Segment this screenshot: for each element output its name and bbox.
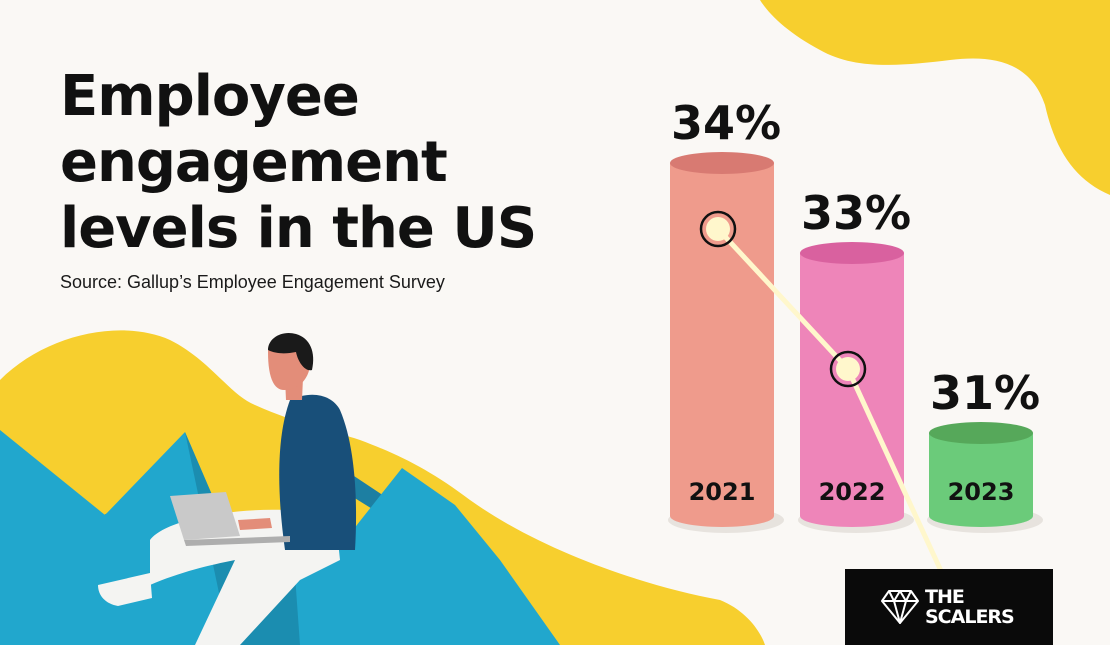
laptop — [170, 492, 240, 540]
person-illustration — [98, 332, 357, 645]
person-hair — [268, 332, 314, 371]
page-title: Employee engagement levels in the US — [60, 64, 537, 261]
trend-point-ring — [699, 210, 737, 248]
person-hand — [238, 518, 272, 530]
gem-icon — [881, 590, 919, 624]
bar-top — [929, 422, 1033, 444]
category-label: 2022 — [819, 478, 886, 506]
brand-name: THE SCALERS — [925, 586, 1015, 628]
laptop-base — [184, 536, 290, 546]
brand-logo: THE SCALERS — [845, 569, 1053, 645]
trend-point-ring — [829, 350, 867, 388]
bar-body — [929, 433, 1033, 527]
bar-top — [670, 152, 774, 174]
source-caption: Source: Gallup’s Employee Engagement Sur… — [60, 272, 445, 292]
value-label: 33% — [801, 186, 911, 240]
category-label: 2023 — [948, 478, 1015, 506]
category-label: 2021 — [689, 478, 756, 506]
value-label: 34% — [671, 96, 781, 150]
person-torso — [279, 394, 357, 550]
trend-point — [706, 217, 730, 241]
bar-body — [670, 163, 774, 527]
value-label: 31% — [930, 366, 1040, 420]
bar-2021: 2021 34% — [668, 96, 784, 533]
trend-point — [836, 357, 860, 381]
bar-top — [800, 242, 904, 264]
bar-2022: 2022 33% — [798, 186, 914, 533]
top-right-yellow-blob — [760, 0, 1110, 195]
bar-body — [800, 253, 904, 527]
bar-2023: 2023 31% — [927, 366, 1043, 533]
person-shoe — [98, 573, 152, 606]
